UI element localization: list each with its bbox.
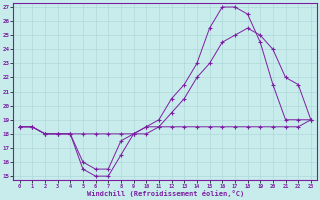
X-axis label: Windchill (Refroidissement éolien,°C): Windchill (Refroidissement éolien,°C) — [87, 190, 244, 197]
